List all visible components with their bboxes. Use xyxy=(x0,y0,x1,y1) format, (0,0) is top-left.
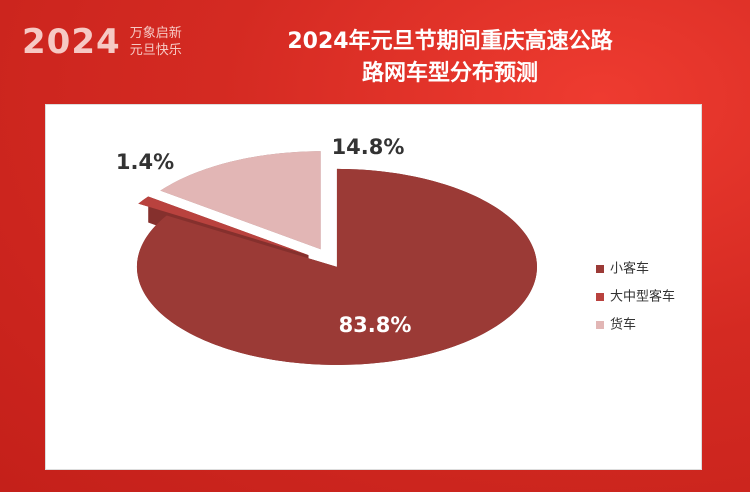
banner: 2024 万象启新元旦快乐 xyxy=(22,22,182,62)
chart-title: 2024年元旦节期间重庆高速公路 路网车型分布预测 xyxy=(287,29,613,86)
legend-label: 货车 xyxy=(610,317,636,333)
banner-year: 2024 xyxy=(22,22,121,62)
legend-label: 大中型客车 xyxy=(610,289,675,305)
pie-slice xyxy=(136,168,537,365)
legend-label: 小客车 xyxy=(610,261,649,277)
legend-swatch xyxy=(596,265,604,273)
legend-swatch xyxy=(596,321,604,329)
slogan-line: 万象启新 xyxy=(129,26,182,41)
data-label: 1.4% xyxy=(116,150,174,174)
data-label: 83.8% xyxy=(339,313,412,337)
data-label: 14.8% xyxy=(332,135,405,159)
pie-slice xyxy=(160,151,321,250)
pie-slice xyxy=(138,196,309,256)
banner-slogan: 万象启新 元旦快乐 xyxy=(130,25,182,59)
legend-swatch xyxy=(596,293,604,301)
slogan-line: 元旦快乐 xyxy=(129,43,182,58)
